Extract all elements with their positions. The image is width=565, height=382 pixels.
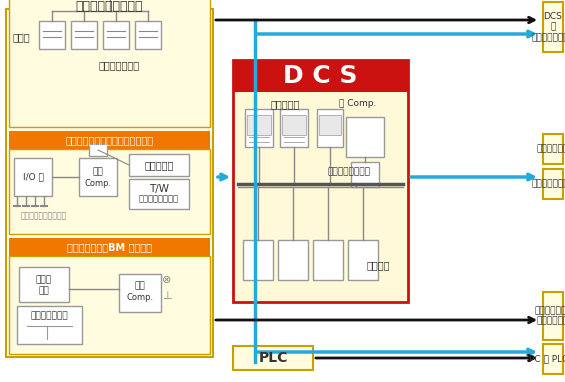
Bar xyxy=(9,149,210,234)
Text: 通信ネットワーク: 通信ネットワーク xyxy=(327,167,370,176)
Text: 制御: 制御 xyxy=(93,167,103,176)
Bar xyxy=(9,0,210,127)
Text: 制御装置: 制御装置 xyxy=(366,260,390,270)
Bar xyxy=(6,9,213,357)
Text: （タイプライタ）: （タイプライタ） xyxy=(139,194,179,204)
Text: DCS
＋
上位コンピュータ: DCS ＋ 上位コンピュータ xyxy=(532,12,565,42)
Bar xyxy=(79,158,117,196)
Bar xyxy=(9,256,210,354)
Text: 専用制御装置（BM 計の例）: 専用制御装置（BM 計の例） xyxy=(67,242,152,252)
Bar xyxy=(17,306,82,344)
Bar xyxy=(278,240,308,280)
Bar xyxy=(351,162,379,187)
Text: データ: データ xyxy=(36,275,52,285)
Bar xyxy=(543,292,563,340)
Bar xyxy=(233,60,408,302)
Text: PLC: PLC xyxy=(258,351,288,365)
Text: 専用ファクトリ
コンピュータ: 専用ファクトリ コンピュータ xyxy=(534,306,565,326)
Text: PC ＋ PLC 型: PC ＋ PLC 型 xyxy=(529,354,565,364)
Text: センサフレーム: センサフレーム xyxy=(30,311,68,320)
Bar xyxy=(89,144,107,156)
Bar xyxy=(9,238,210,256)
Bar xyxy=(543,2,563,52)
Text: 操作デスク: 操作デスク xyxy=(270,99,299,109)
Bar xyxy=(129,154,189,176)
Bar xyxy=(280,109,308,147)
Text: D C S: D C S xyxy=(283,64,358,88)
Bar xyxy=(543,134,563,164)
Text: T/W: T/W xyxy=(149,184,169,194)
Text: I/O 盤: I/O 盤 xyxy=(23,173,44,181)
Bar xyxy=(233,60,408,92)
Bar xyxy=(103,21,129,49)
Text: シングルループ型: シングルループ型 xyxy=(532,180,565,188)
Bar xyxy=(313,240,343,280)
Bar xyxy=(233,346,313,370)
Text: Comp.: Comp. xyxy=(127,293,154,303)
Bar xyxy=(543,344,563,374)
Text: アナログ調節計: アナログ調節計 xyxy=(99,60,140,70)
Bar xyxy=(243,240,273,280)
Text: 他 Comp.: 他 Comp. xyxy=(340,99,377,108)
Text: 表示: 表示 xyxy=(38,286,49,296)
Bar xyxy=(346,117,384,157)
Bar xyxy=(19,267,69,302)
Bar xyxy=(348,240,378,280)
Text: ⊗: ⊗ xyxy=(162,275,172,285)
Text: 制御用コンピュータ: 制御用コンピュータ xyxy=(76,0,144,13)
Text: 操作盤: 操作盤 xyxy=(12,32,30,42)
Bar xyxy=(39,21,65,49)
Bar xyxy=(282,115,306,135)
Bar xyxy=(129,179,189,209)
Bar xyxy=(9,131,210,149)
Bar xyxy=(119,274,161,312)
Text: 表示デスク: 表示デスク xyxy=(144,160,173,170)
Text: ミニループ型: ミニループ型 xyxy=(537,144,565,154)
Bar xyxy=(14,158,52,196)
Bar xyxy=(319,115,341,135)
Text: 電圧、電流、電力など: 電圧、電流、電力など xyxy=(21,212,67,220)
Text: ⊥: ⊥ xyxy=(162,291,172,301)
Text: 制御: 制御 xyxy=(134,282,145,290)
Bar xyxy=(135,21,161,49)
Text: Comp.: Comp. xyxy=(84,178,111,188)
Bar xyxy=(71,21,97,49)
Bar xyxy=(317,109,343,147)
Bar xyxy=(543,169,563,199)
Bar xyxy=(245,109,273,147)
Text: データロガー（電力ロガーの例）: データロガー（電力ロガーの例） xyxy=(66,135,154,145)
Bar xyxy=(247,115,271,135)
